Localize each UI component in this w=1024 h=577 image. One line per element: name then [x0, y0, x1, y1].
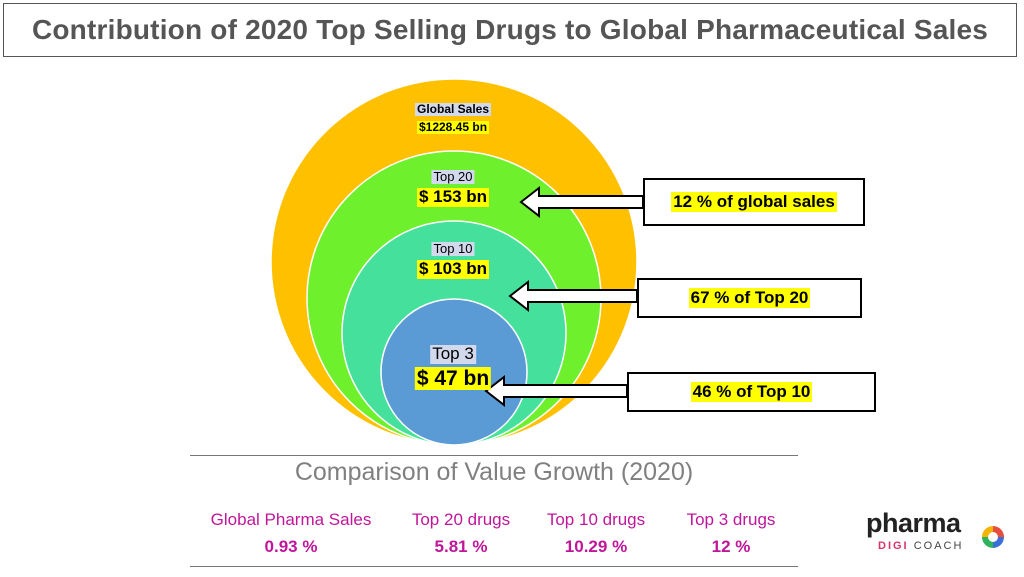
comparison-item-top-3: Top 3 drugs 12 %: [687, 510, 776, 557]
comparison-label: Top 20 drugs: [411, 510, 511, 529]
logo-coach-text: COACH: [913, 540, 964, 552]
logo-ring-icon: [982, 526, 1004, 548]
comparison-value: 0.93 %: [264, 537, 318, 556]
logo-main-text: pharma: [866, 508, 961, 538]
comparison-item-top-20: Top 20 drugs 5.81 %: [412, 510, 510, 557]
top-3-value: $ 47 bn: [414, 367, 492, 391]
comparison-label: Top 3 drugs: [686, 510, 776, 529]
callout-top-10: 67 % of Top 20: [637, 278, 862, 318]
top-20-value: $ 153 bn: [416, 187, 490, 207]
callout-top-20: 12 % of global sales: [643, 178, 865, 226]
comparison-value: 10.29 %: [564, 537, 628, 556]
comparison-item-global: Global Pharma Sales 0.93 %: [211, 510, 372, 557]
global-sales-label: Global Sales: [414, 102, 492, 117]
callout-top-3: 46 % of Top 10: [627, 372, 876, 412]
global-sales-value: $1228.45 bn: [416, 120, 490, 135]
comparison-bottom-rule: [190, 566, 798, 567]
comparison-title: Comparison of Value Growth (2020): [294, 458, 694, 486]
pharma-digi-coach-logo: pharma DIGI COACH: [866, 508, 963, 553]
comparison-label: Top 10 drugs: [546, 510, 646, 529]
logo-sub-text: DIGI COACH: [878, 540, 963, 552]
top-20-label: Top 20: [431, 169, 475, 185]
callout-top-20-text: 12 % of global sales: [671, 192, 837, 212]
top-10-value: $ 103 bn: [416, 259, 490, 279]
logo-digi-text: DIGI: [878, 540, 909, 552]
top-3-label: Top 3: [430, 344, 476, 364]
callout-top-10-text: 67 % of Top 20: [688, 288, 811, 308]
comparison-top-rule: [190, 455, 798, 456]
comparison-value: 12 %: [711, 537, 751, 556]
comparison-item-top-10: Top 10 drugs 10.29 %: [547, 510, 645, 557]
comparison-value: 5.81 %: [434, 537, 488, 556]
top-10-label: Top 10: [431, 241, 475, 257]
page-title: Contribution of 2020 Top Selling Drugs t…: [31, 14, 989, 45]
callout-top-3-text: 46 % of Top 10: [690, 382, 813, 402]
comparison-label: Global Pharma Sales: [210, 510, 372, 529]
title-box: Contribution of 2020 Top Selling Drugs t…: [3, 3, 1017, 57]
